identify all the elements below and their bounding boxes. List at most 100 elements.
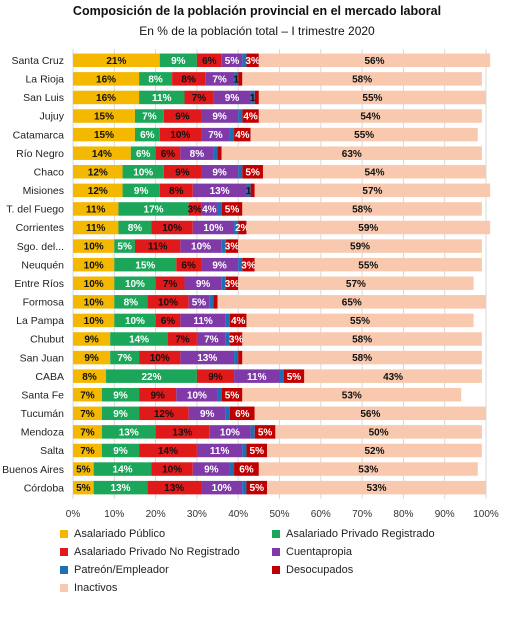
bar-segment [258,53,491,68]
bar-segment [167,332,197,346]
data-label: 9% [196,279,211,290]
data-label: 9% [200,409,215,420]
bar-segment [242,443,247,458]
bar-segment [250,127,478,142]
data-label: 12% [88,186,108,197]
data-label: 54% [360,112,380,123]
bar-segment [73,350,111,365]
data-label: 13% [119,427,139,438]
data-label: 6% [239,465,254,476]
bar-segment [234,369,280,383]
legend-label: Asalariado Público [74,528,166,540]
bar-segment [163,109,202,123]
bar-segment [250,425,255,439]
data-label: 5% [192,297,207,308]
data-label: 10% [203,223,223,234]
bar-segment [209,425,251,439]
data-label: 43% [383,372,403,383]
data-label: 10% [84,279,104,290]
category-label: Formosa [23,297,65,309]
data-label: 10% [158,297,178,308]
bar-segment [73,387,102,402]
x-tick-label: 90% [435,509,455,520]
bar-segment [213,146,218,160]
bar-segment [101,443,140,458]
bar-segment [122,183,160,198]
data-label: 8% [148,74,163,85]
data-label: 10% [84,297,104,308]
data-label: 3% [225,279,240,290]
bar-segment [73,406,102,421]
data-label: 7% [80,390,95,401]
bar-segment [180,313,226,328]
bar-segment [114,276,156,290]
data-label: 14% [113,465,133,476]
bar-segment [192,462,230,476]
data-label: 10% [133,167,153,178]
bar-segment [139,387,177,402]
bar-segment [188,406,226,421]
bar-segment [275,425,482,439]
category-label: San Luis [23,92,64,104]
bar-segment [196,443,243,458]
bar-segment [172,72,206,86]
bar-segment [234,72,239,86]
bar-segment [134,109,164,123]
data-label: 4% [235,130,250,141]
data-label: 7% [212,74,227,85]
data-label: 56% [360,409,380,420]
legend-swatch [272,566,280,574]
gridlines [72,49,487,499]
bar-segment [254,183,491,198]
bar-segment [139,72,173,86]
bar-segment [242,53,247,68]
category-labels: Santa Cruz La Rioja San Luis Jujuy Catamarca… [2,55,65,494]
legend-label: Inactivos [74,582,118,594]
data-label: 9% [212,112,227,123]
bar-segment [184,90,214,105]
bar-segment [234,220,239,235]
data-label: 7% [163,279,178,290]
data-label: 11% [152,93,172,104]
data-label: 9% [175,112,190,123]
legend-item: Inactivos [60,582,117,594]
bar-segment [258,109,482,123]
data-label: 10% [125,279,145,290]
bar-segment [114,295,148,309]
data-label: 13% [210,186,230,197]
bar-segment [180,239,222,253]
bar-segment [238,109,243,123]
bar-segment [225,332,230,346]
data-label: 5% [76,465,91,476]
data-label: 4% [243,112,258,123]
bar-segment [229,332,243,346]
data-label: 53% [358,465,378,476]
bar-segment [180,350,235,365]
data-label: 7% [142,112,157,123]
data-label: 8% [169,186,184,197]
data-label: 10% [191,242,211,253]
bar-segment [139,350,181,365]
bar-segment [73,239,115,253]
category-label: Corrientes [16,222,64,234]
data-label: 10% [84,242,104,253]
data-label: 10% [84,316,104,327]
bar-segment [225,239,239,253]
data-label: 5% [76,483,91,494]
data-label: 7% [80,427,95,438]
bar-segment [118,220,152,235]
bar-segment [159,183,193,198]
bar-segment [73,146,131,160]
data-label: 6% [161,316,176,327]
bar-segment [217,387,222,402]
bar-segment [134,127,160,142]
data-label: 7% [80,409,95,420]
bar-segment [180,146,214,160]
bar-segment [73,72,140,86]
bar-segment [238,239,482,253]
data-label: 53% [367,483,387,494]
bar-segment [213,90,251,105]
x-tick-label: 0% [66,509,81,520]
bar-segment [134,239,181,253]
data-label: 1 [233,74,239,85]
